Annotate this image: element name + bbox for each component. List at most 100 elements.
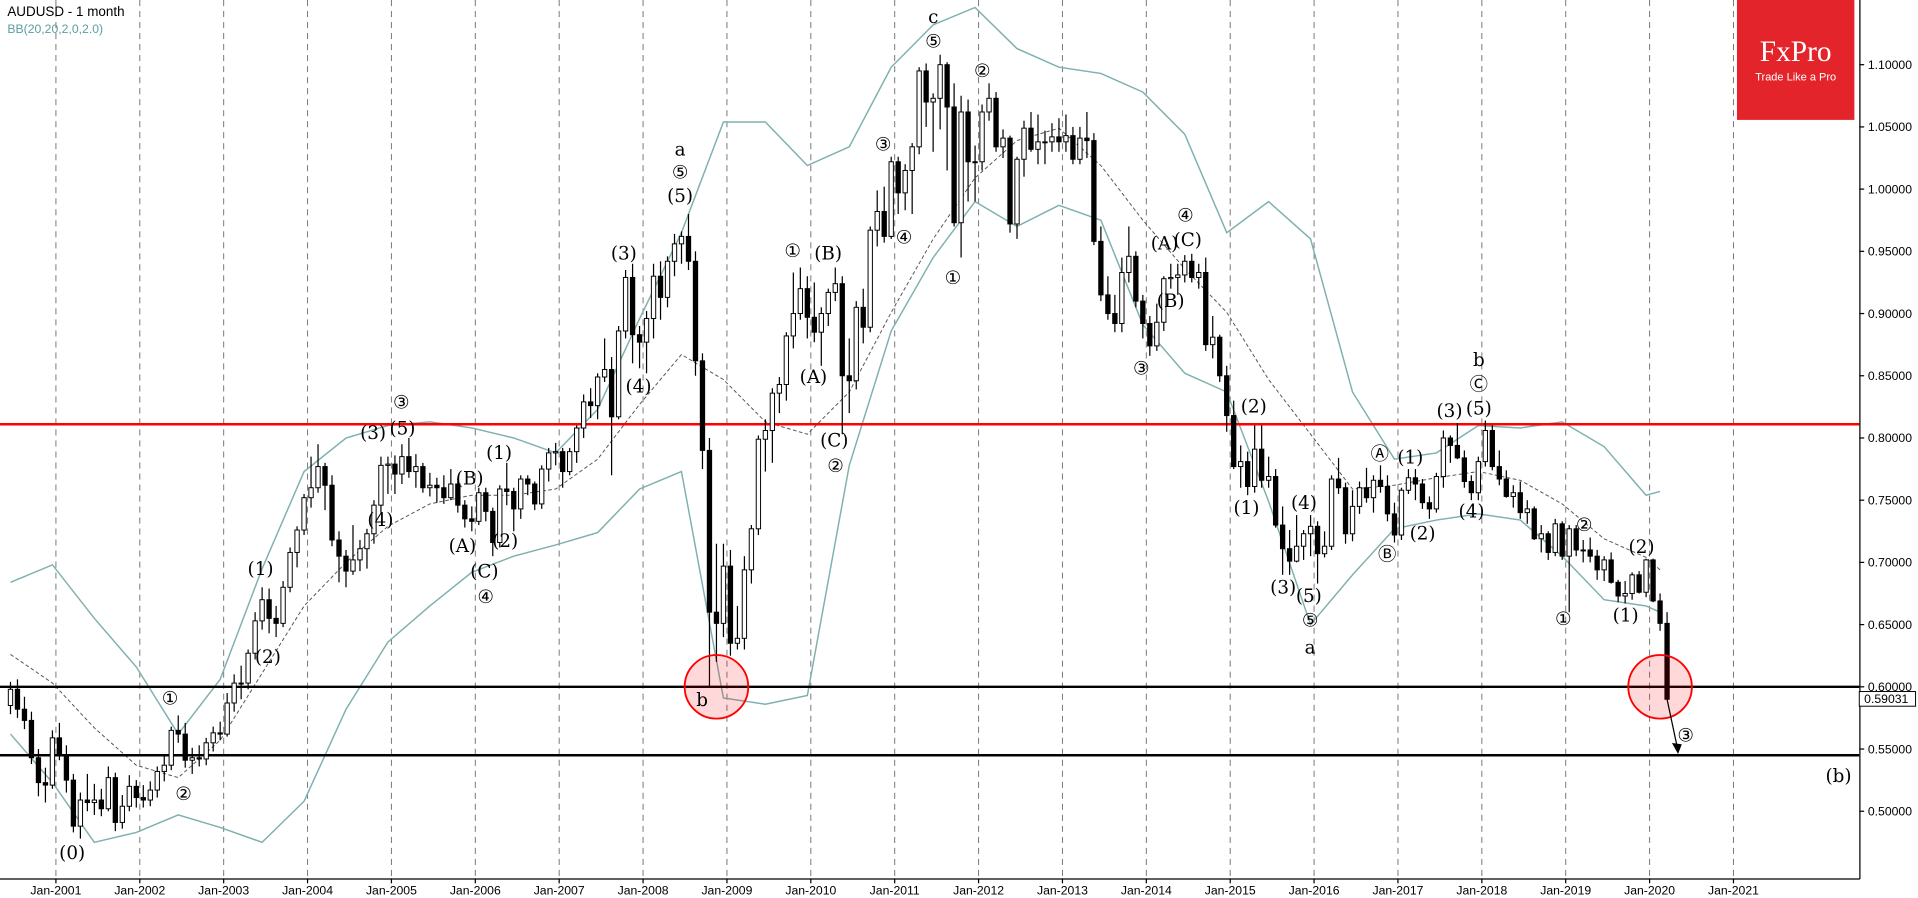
candle-body <box>322 466 328 486</box>
candle-body <box>539 468 545 505</box>
candle-body <box>168 729 174 766</box>
x-tick-label: Jan-2021 <box>1708 883 1759 897</box>
candle-body <box>1328 478 1335 547</box>
candle-body <box>1259 448 1265 481</box>
wave-label: (A) <box>449 536 477 557</box>
candle-body <box>126 785 132 807</box>
candle-body <box>476 492 482 522</box>
candle-body <box>1440 437 1447 478</box>
candle-body <box>1363 487 1370 499</box>
x-tick-label: Jan-2005 <box>366 883 417 897</box>
candle-body <box>860 306 866 328</box>
wave-label: (B) <box>1157 291 1185 312</box>
wave-label: ① <box>784 241 800 262</box>
candle-body <box>14 688 21 710</box>
candle-body <box>1140 300 1146 324</box>
wave-label: (1) <box>248 559 274 580</box>
candle-body <box>1594 555 1600 571</box>
candle-body <box>1517 492 1523 514</box>
candle-body <box>636 334 643 343</box>
candle-body <box>518 478 524 510</box>
candle-body <box>574 427 580 453</box>
candle-body <box>434 484 440 489</box>
candle-body <box>1098 240 1104 296</box>
candle-body <box>755 438 762 530</box>
candle-body <box>1028 127 1034 150</box>
candle-body <box>532 483 538 505</box>
wave-label: (5) <box>667 186 693 207</box>
candle-body <box>336 539 342 557</box>
wave-label: ② <box>175 784 191 805</box>
candle-body <box>1056 136 1062 143</box>
x-tick-label: Jan-2013 <box>1037 883 1088 897</box>
candle-body <box>56 737 63 756</box>
candle-body <box>1349 505 1356 535</box>
logo-tagline: Trade Like a Pro <box>1755 72 1836 84</box>
y-tick-label: 0.65000 <box>1868 618 1912 632</box>
candle-body <box>406 456 412 473</box>
candle-body <box>1049 136 1055 143</box>
candle-body <box>238 682 244 685</box>
candle-body <box>622 276 629 332</box>
candle-body <box>1503 478 1509 497</box>
candle-body <box>1461 457 1468 483</box>
candle-body <box>937 64 943 99</box>
wave-label: ⑤ <box>1302 610 1318 631</box>
wave-label: (C) <box>470 561 498 582</box>
candle-body <box>273 617 279 624</box>
candle-body <box>1496 466 1502 480</box>
candle-body <box>35 757 42 784</box>
candle-body <box>601 369 608 378</box>
candle-body <box>1377 479 1384 487</box>
candle-body <box>301 497 307 531</box>
candle-body <box>1084 137 1090 142</box>
x-tick-label: Jan-2019 <box>1540 883 1591 897</box>
candle-body <box>741 569 748 639</box>
wave-label: ③ <box>875 134 891 155</box>
candle-body <box>420 466 426 489</box>
candle-body <box>483 492 489 512</box>
x-tick-label: Jan-2004 <box>282 883 333 897</box>
candle-body <box>839 283 845 377</box>
candle-body <box>308 487 314 499</box>
candle-body <box>1524 508 1530 514</box>
candle-body <box>1300 533 1307 547</box>
candle-body <box>853 306 859 382</box>
candle-body <box>462 504 468 520</box>
candle-body <box>1077 137 1083 160</box>
candle-body <box>643 318 650 343</box>
candle-body <box>902 169 908 194</box>
candle-body <box>1391 513 1398 536</box>
candle-body <box>1063 135 1069 143</box>
candle-body <box>734 637 741 644</box>
candle-body <box>1014 158 1020 225</box>
candle-body <box>133 785 139 799</box>
candle-body <box>888 161 894 237</box>
candle-body <box>1601 559 1607 571</box>
y-tick-label: 0.90000 <box>1868 307 1912 321</box>
wave-label: a <box>1305 637 1316 658</box>
candle-body <box>1224 375 1230 417</box>
wave-label: ② <box>827 456 843 477</box>
candle-body <box>1203 271 1209 346</box>
candle-body <box>1552 523 1558 553</box>
candle-body <box>203 742 209 760</box>
candle-body <box>832 283 838 293</box>
x-tick-label: Jan-2011 <box>870 883 920 897</box>
candle-body <box>748 528 755 571</box>
y-tick-label: 0.85000 <box>1868 369 1912 383</box>
candle-body <box>1622 593 1628 597</box>
candle-body <box>7 688 14 706</box>
candle-body <box>1161 278 1167 323</box>
candle-body <box>1035 141 1041 150</box>
candle-body <box>706 449 713 613</box>
candle-body <box>1182 260 1188 276</box>
candle-body <box>692 260 699 362</box>
candle-body <box>1007 137 1013 225</box>
candle-body <box>993 97 999 148</box>
wave-label: c <box>928 7 938 28</box>
wave-label: Ⓐ <box>1371 444 1389 465</box>
candle-body <box>350 559 356 572</box>
wave-label: ② <box>974 61 990 82</box>
candle-body <box>916 70 922 148</box>
